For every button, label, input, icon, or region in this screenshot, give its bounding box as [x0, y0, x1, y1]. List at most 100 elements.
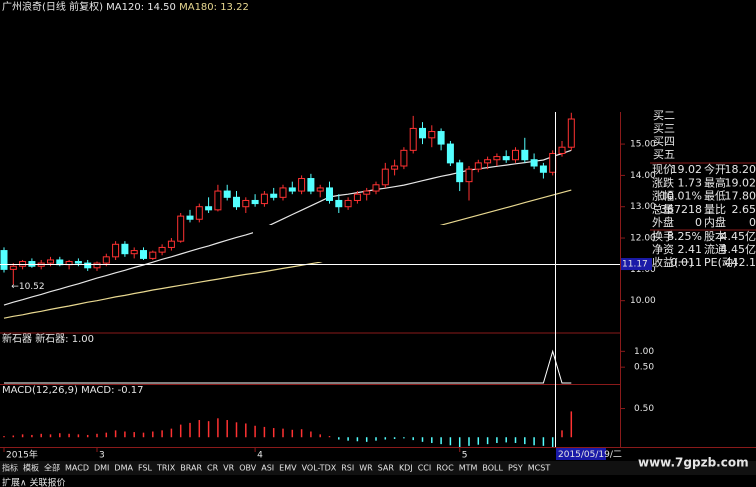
indicator-tab[interactable]: 全部 [44, 463, 60, 473]
indicator-name: 新石器 [2, 332, 32, 345]
macd-bar [533, 437, 535, 446]
candle-body [446, 143, 454, 164]
quote-label: 涨跌 [652, 175, 674, 189]
indicator-tab[interactable]: MCST [528, 464, 551, 473]
indicator-tab[interactable]: FSL [138, 464, 153, 473]
indicator-tab[interactable]: PSY [508, 464, 523, 473]
bid-label: 买四 [653, 135, 675, 148]
indicator-tab[interactable]: 指标 [2, 463, 18, 473]
y-tick-label: 1.00 [634, 347, 654, 357]
indicator-tab[interactable]: OBV [239, 464, 257, 473]
indicator-tab[interactable]: ASI [261, 464, 274, 473]
candle-body [474, 162, 482, 170]
macd-bar [356, 437, 359, 442]
candle-body [112, 243, 120, 258]
quote-value: 2.65 [732, 203, 756, 216]
candle-body [363, 190, 371, 195]
footer-links[interactable]: 扩展∧ 关联报价 [2, 477, 65, 487]
indicator-tab[interactable]: SAR [378, 464, 395, 473]
candle-body [326, 187, 333, 201]
macd-bar [12, 435, 15, 438]
macd-bar [96, 433, 98, 438]
candle-body [177, 215, 185, 242]
quote-label: 换手 [652, 229, 674, 243]
indicator-tab[interactable]: BOLL [482, 464, 503, 473]
macd-bar [77, 434, 80, 438]
macd-bar [217, 418, 219, 438]
candle-body [233, 196, 240, 208]
y-tick-label: 12.00 [630, 234, 656, 244]
indicator-tab[interactable]: DMI [94, 464, 109, 473]
candle-body [186, 215, 194, 220]
macd-bar [310, 431, 312, 438]
macd-bar [272, 428, 275, 438]
quote-value: 442.1 [725, 256, 756, 269]
macd-bar [486, 437, 489, 445]
quote-label: 净资 [652, 242, 674, 256]
macd-bar [300, 429, 303, 438]
y-tick-label: 13.00 [630, 202, 656, 212]
indicator-tab[interactable]: 模板 [23, 463, 39, 473]
candle-body [102, 256, 110, 264]
indicator-tab[interactable]: BRAR [180, 464, 202, 473]
macd-bar [505, 437, 507, 443]
bid-label: 买三 [653, 122, 675, 135]
macd-bar [403, 437, 405, 439]
macd-bar [114, 430, 117, 438]
candle-body [140, 250, 147, 259]
indicator-tab[interactable]: VOL-TDX [302, 464, 337, 473]
indicator-tab[interactable]: DMA [114, 464, 133, 473]
indicator-tab[interactable]: CCI [418, 464, 432, 473]
indicator-tab[interactable]: RSI [341, 464, 354, 473]
low-annotation: ←10.52 [11, 282, 44, 292]
tabs: 指标 模板 全部 MACD DMI DMA FSL TRIX BRAR CR VR OBV ASI EMV… [2, 463, 550, 473]
candle-body [19, 261, 27, 267]
indicator-tab[interactable]: KDJ [399, 464, 413, 473]
candle-body [93, 262, 101, 269]
macd-bar [245, 423, 247, 438]
quote-label: 总量 [652, 202, 674, 216]
candle-body [56, 259, 64, 266]
quote-label: 现价 [652, 163, 674, 176]
y-tick-label: 15.00 [630, 140, 656, 150]
occluding-box [253, 225, 503, 262]
macd-bar [524, 437, 526, 445]
stock-title: 广州浪奇(日线 前复权) [2, 0, 103, 13]
candle-body [558, 146, 566, 154]
macd-bar [338, 437, 340, 440]
candle-body [74, 261, 82, 264]
chart-header: 广州浪奇(日线 前复权) MA120: 14.50 MA180: 13.22 [2, 0, 249, 13]
indicator-tab[interactable]: WR [359, 464, 373, 473]
candle-body [465, 168, 473, 183]
indicator-tab[interactable]: EMV [279, 464, 297, 473]
indicator-tab[interactable]: ROC [436, 464, 454, 473]
macd-bar [468, 437, 470, 446]
macd-bar [551, 437, 554, 447]
crosshair-date: 2015/05/19/二 [558, 450, 622, 460]
candle-body [493, 156, 501, 161]
indicator-tab[interactable]: CR [207, 464, 219, 473]
panel-title: 新石器 新石器: 1.00 [2, 332, 94, 345]
macd-bar [282, 428, 284, 438]
macd-bar [133, 432, 135, 438]
candle-body [205, 206, 213, 211]
macd-bar [21, 434, 24, 438]
candle-body [270, 193, 278, 198]
ma-line [3, 189, 572, 319]
candle-body [223, 190, 231, 198]
macd-bar [328, 436, 331, 438]
quote-value: 18.20 [725, 163, 756, 176]
quote-value: 10.01% [660, 190, 702, 203]
candle-body [307, 178, 315, 192]
indicator-tab[interactable]: MACD [65, 464, 89, 473]
macd-bar [235, 422, 238, 438]
indicator-tab[interactable]: MTM [459, 464, 478, 473]
candle-body [84, 262, 92, 269]
indicator-tab[interactable]: VR [223, 464, 234, 473]
candle-body [316, 187, 324, 192]
y-tick-label: 10.00 [630, 296, 656, 306]
candle-body [121, 243, 129, 255]
panel-title: MACD(12,26,9) MACD: -0.17 [2, 385, 144, 396]
indicator-tab[interactable]: TRIX [156, 464, 176, 473]
y-tick-label: 0.50 [634, 404, 654, 414]
